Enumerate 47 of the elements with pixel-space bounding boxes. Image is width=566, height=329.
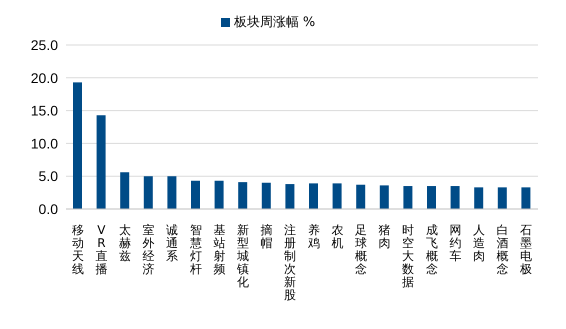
y-tick-label: 10.0 (30, 135, 58, 152)
bar (285, 184, 294, 209)
x-tick-label: 农机 (331, 223, 344, 250)
x-tick-label: 智慧灯杆 (188, 223, 202, 276)
x-tick-label: 室外经济 (142, 223, 155, 276)
bar (332, 183, 342, 209)
x-tick-label: 太赫兹 (119, 223, 131, 263)
bar (144, 176, 153, 209)
x-tick-label: 猪肉 (378, 223, 391, 250)
x-tick-label: 白酒概念 (496, 223, 509, 276)
x-tick-label: 成飞概念 (426, 223, 438, 276)
x-tick-label: 注册制次新股 (284, 223, 296, 302)
x-tick-label: 石墨电极 (519, 223, 532, 276)
bar (356, 184, 366, 209)
legend-label: 板块周涨幅 % (234, 15, 316, 30)
bar (96, 115, 106, 209)
bar (450, 186, 460, 209)
bar (474, 187, 484, 209)
x-tick-label: 时空大数据 (402, 223, 414, 289)
y-tick-label: 20.0 (30, 70, 58, 86)
bar (380, 185, 389, 209)
x-tick-label: 诚通系 (166, 223, 178, 263)
x-tick-label: 足球概念 (355, 223, 367, 276)
bar (191, 180, 200, 209)
bar (120, 172, 130, 209)
x-tick-label: 人造肉 (473, 223, 485, 263)
bar (214, 180, 224, 209)
x-tick-label: 网约车 (449, 223, 462, 263)
bar (427, 186, 436, 209)
bar (521, 187, 530, 209)
bar (238, 182, 248, 209)
bar (498, 187, 507, 209)
bar (167, 176, 176, 209)
x-tick-label: 移动天线 (72, 223, 84, 276)
x-tick-label: 养鸡 (306, 223, 320, 250)
bar (403, 186, 412, 209)
bar (73, 82, 82, 209)
x-tick-label: VR直播 (95, 223, 108, 276)
x-tick-label: 基站射频 (213, 223, 226, 276)
y-tick-label: 25.0 (30, 36, 58, 53)
x-tick-label: 摘帽 (260, 223, 273, 250)
bar (262, 182, 271, 209)
bar (309, 183, 318, 209)
y-tick-label: 0.0 (38, 200, 58, 217)
y-tick-label: 15.0 (30, 102, 58, 119)
y-tick-label: 5.0 (38, 168, 58, 184)
x-tick-label: 新型城镇化 (236, 223, 249, 289)
